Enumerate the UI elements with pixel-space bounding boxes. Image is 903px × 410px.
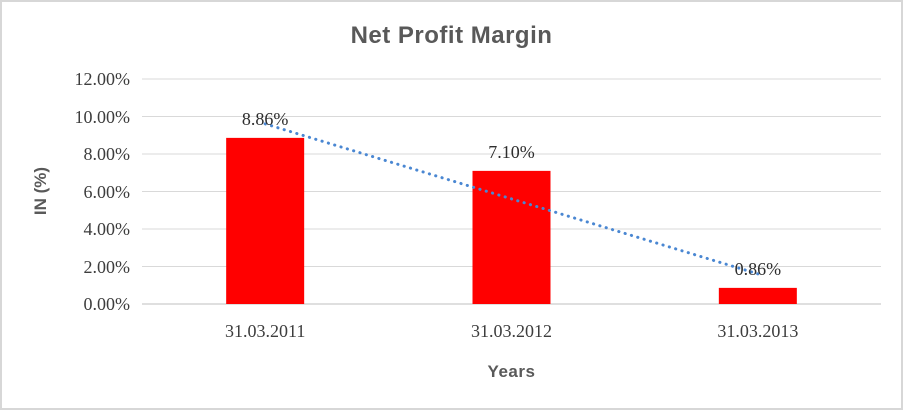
x-category-label: 31.03.2013 xyxy=(717,321,799,341)
bar-31.03.2011 xyxy=(226,137,305,304)
bar-31.03.2013 xyxy=(718,287,797,304)
x-axis-title: Years xyxy=(487,362,536,381)
y-tick-label: 12.00% xyxy=(74,69,131,89)
trendline-dotted xyxy=(263,122,760,276)
y-tick-label: 10.00% xyxy=(74,106,131,127)
y-tick-label: 0.00% xyxy=(83,294,131,314)
y-tick-label: 2.00% xyxy=(83,256,131,277)
y-tick-label: 4.00% xyxy=(83,219,131,239)
bar-31.03.2012 xyxy=(472,170,551,304)
x-category-label: 31.03.2011 xyxy=(224,321,306,341)
x-category-label: 31.03.2012 xyxy=(471,321,552,341)
data-label: 8.86% xyxy=(241,108,289,129)
chart-title: Net Profit Margin xyxy=(350,22,553,49)
y-tick-label: 8.00% xyxy=(83,144,131,164)
data-label: 0.86% xyxy=(734,258,782,279)
y-tick-label: 6.00% xyxy=(83,181,131,202)
data-label: 7.10% xyxy=(488,141,535,162)
